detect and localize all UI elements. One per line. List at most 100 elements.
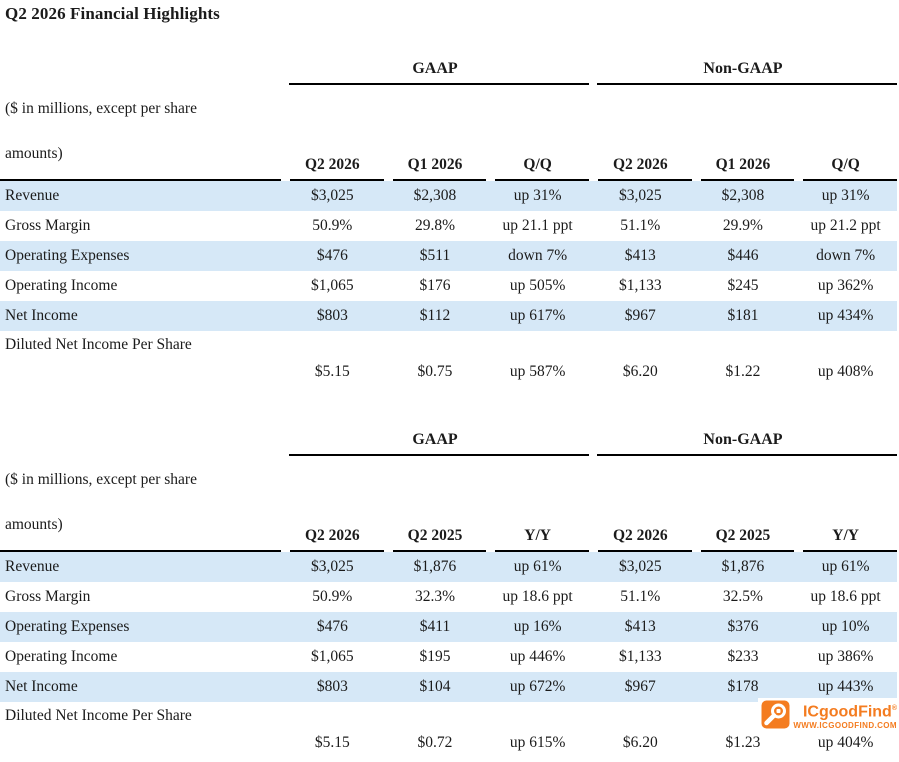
table-row: Operating Income $1,065 $176 up 505% $1,… (0, 271, 897, 301)
table-cell: 50.9% (312, 588, 353, 605)
row-label: Net Income (5, 678, 78, 695)
table-cell: $1,876 (413, 558, 457, 575)
registered-mark: ® (891, 705, 897, 712)
table-cell: $967 (624, 307, 656, 324)
table-cell: $1,876 (721, 558, 765, 575)
table-cell: $803 (316, 678, 348, 695)
table-cell: down 7% (816, 247, 876, 264)
watermark-brand-name: ICgoodFind® (802, 703, 897, 721)
table-cell: $176 (419, 277, 451, 294)
table-cell: up 18.6 ppt (810, 588, 881, 605)
column-header: Q/Q (794, 85, 897, 181)
table-cell: 51.1% (620, 588, 661, 605)
table-cell: up 404% (817, 734, 874, 751)
table-cell: up 21.2 ppt (810, 217, 881, 234)
units-note: ($ in millions, except per share amounts… (0, 85, 281, 181)
table-cell: $1.23 (725, 734, 761, 751)
group-header-gaap: GAAP (281, 395, 589, 456)
table-row: Net Income $803 $104 up 672% $967 $178 u… (0, 672, 897, 702)
column-header-row: ($ in millions, except per share amounts… (0, 456, 897, 552)
table-cell: up 362% (817, 277, 874, 294)
column-header: Y/Y (794, 456, 897, 552)
group-header-non-gaap: Non-GAAP (588, 24, 897, 85)
column-header: Q2 2025 (383, 456, 487, 552)
table-cell: up 18.6 ppt (502, 588, 573, 605)
yy-comparison-table: GAAP Non-GAAP ($ in millions, except per… (0, 395, 897, 762)
row-label: Diluted Net Income Per Share (5, 707, 192, 724)
table-cell: 32.5% (722, 588, 763, 605)
table-cell: $413 (624, 247, 656, 264)
table-cell: 51.1% (620, 217, 661, 234)
table-cell: $5.15 (314, 734, 350, 751)
table-cell: up 16% (513, 618, 562, 635)
column-header: Q2 2026 (588, 456, 692, 552)
table-cell: up 672% (509, 678, 566, 695)
table-cell: $1,065 (311, 648, 354, 665)
row-label: Operating Income (5, 277, 118, 294)
column-header: Q2 2025 (691, 456, 795, 552)
table-cell: $511 (419, 247, 451, 264)
page-title: Q2 2026 Financial Highlights (5, 4, 220, 23)
table-cell: down 7% (508, 247, 568, 264)
table-row: Operating Expenses $476 $511 down 7% $41… (0, 241, 897, 271)
table-cell: $3,025 (311, 558, 354, 575)
units-note-line2: amounts) (5, 145, 63, 162)
table-cell: up 615% (509, 734, 566, 751)
table-cell: $1.22 (725, 363, 761, 380)
magnifier-wrench-icon (761, 700, 790, 729)
table-cell: $2,308 (721, 187, 765, 204)
table-row: Gross Margin 50.9% 29.8% up 21.1 ppt 51.… (0, 211, 897, 241)
table-cell: $233 (727, 648, 759, 665)
table-cell: $0.72 (417, 734, 453, 751)
table-cell: up 443% (817, 678, 874, 695)
table-cell: up 434% (817, 307, 874, 324)
column-header: Q2 2026 (588, 85, 692, 181)
table-cell: up 617% (509, 307, 566, 324)
table-cell: $1,133 (618, 648, 662, 665)
units-note-line1: ($ in millions, except per share (5, 471, 197, 488)
column-header: Q2 2026 (281, 456, 384, 552)
table-cell: $476 (316, 247, 348, 264)
table-cell: up 31% (821, 187, 870, 204)
table-cell: $376 (727, 618, 759, 635)
group-header-row: GAAP Non-GAAP (0, 395, 897, 456)
table-cell: $245 (727, 277, 759, 294)
row-label: Gross Margin (5, 588, 91, 605)
row-label: Gross Margin (5, 217, 91, 234)
table-cell: $3,025 (618, 187, 662, 204)
column-header: Y/Y (486, 456, 589, 552)
table-cell: $104 (419, 678, 451, 695)
table-cell: 32.3% (414, 588, 455, 605)
units-note-line2: amounts) (5, 516, 63, 533)
table-cell: up 61% (513, 558, 562, 575)
table-cell: $411 (419, 618, 451, 635)
row-label: Operating Expenses (5, 247, 130, 264)
row-label: Operating Income (5, 648, 118, 665)
table-cell: 29.8% (414, 217, 455, 234)
row-label: Revenue (5, 187, 60, 204)
row-label: Net Income (5, 307, 78, 324)
table-cell: $446 (727, 247, 759, 264)
table-cell: up 31% (513, 187, 562, 204)
table-cell: $6.20 (622, 363, 658, 380)
table-row: Operating Income $1,065 $195 up 446% $1,… (0, 642, 897, 672)
table-row: Operating Expenses $476 $411 up 16% $413… (0, 612, 897, 642)
table-cell: $3,025 (618, 558, 662, 575)
table-cell: $3,025 (311, 187, 354, 204)
column-header: Q2 2026 (281, 85, 384, 181)
table-cell: $181 (727, 307, 759, 324)
table-cell: 29.9% (722, 217, 763, 234)
table-cell: up 386% (817, 648, 874, 665)
group-header-non-gaap: Non-GAAP (588, 395, 897, 456)
table-cell: $2,308 (413, 187, 457, 204)
table-row: Revenue $3,025 $1,876 up 61% $3,025 $1,8… (0, 552, 897, 582)
table-cell: $112 (419, 307, 451, 324)
table-cell: $178 (727, 678, 759, 695)
table-cell: up 10% (821, 618, 870, 635)
row-label: Diluted Net Income Per Share (5, 336, 192, 353)
units-note-line1: ($ in millions, except per share (5, 100, 197, 117)
column-header-row: ($ in millions, except per share amounts… (0, 85, 897, 181)
row-label: Operating Expenses (5, 618, 130, 635)
table-cell: $0.75 (417, 363, 453, 380)
table-row: Net Income $803 $112 up 617% $967 $181 u… (0, 301, 897, 331)
